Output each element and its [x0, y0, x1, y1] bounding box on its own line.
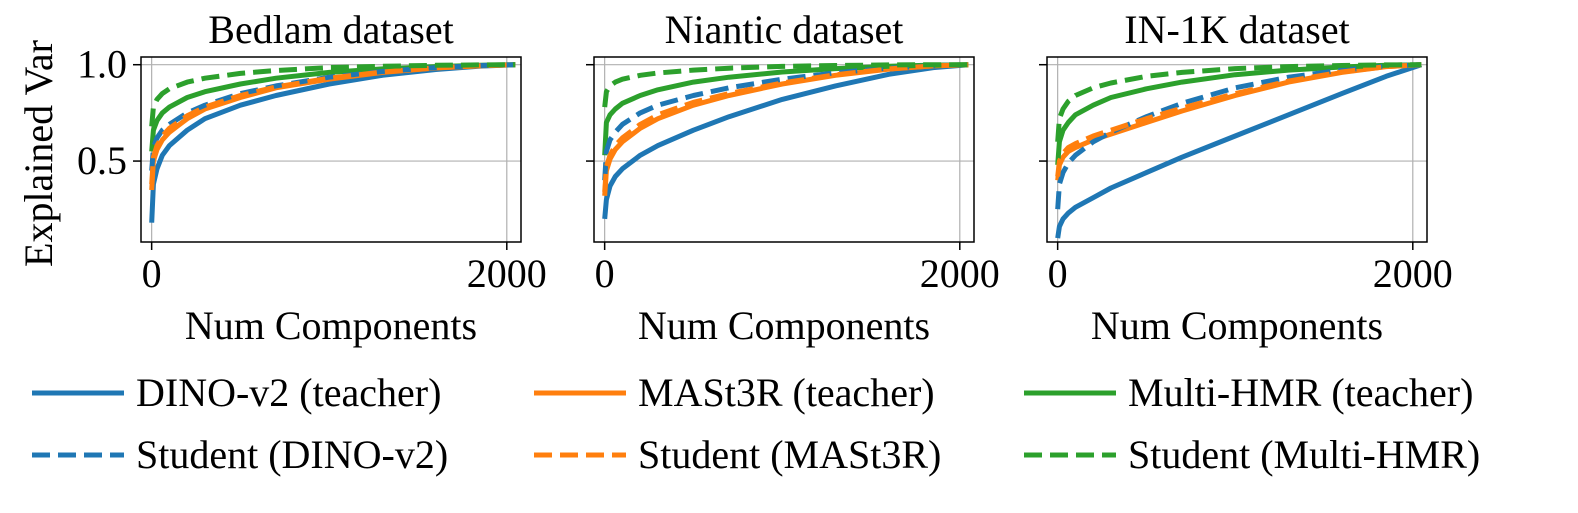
panel-niantic-dataset: 0 2000 Niantic dataset Num Components [586, 7, 1000, 348]
axes-frame [593, 56, 975, 243]
legend-entry-dino-v2-teacher: DINO-v2 (teacher) [32, 370, 441, 415]
x-axis-label: Num Components [185, 303, 477, 348]
subplot-panels: 0 2000 0.5 1.0 Bedlam dataset Num Components E… [16, 7, 1453, 348]
legend-label: Student (DINO-v2) [136, 432, 448, 477]
legend-label: MASt3R (teacher) [638, 370, 935, 415]
legend-entry-mast3r-teacher: MASt3R (teacher) [534, 370, 935, 415]
panel-bedlam-dataset: 0 2000 0.5 1.0 Bedlam dataset Num Components E… [16, 7, 547, 348]
y-tick-label: 1.0 [77, 42, 127, 87]
x-tick-label: 2000 [467, 251, 547, 296]
x-tick-label: 0 [595, 251, 615, 296]
legend-label: Student (Multi-HMR) [1128, 432, 1480, 477]
legend-label: DINO-v2 (teacher) [136, 370, 441, 415]
series-line-dino-v2-teacher [149, 62, 516, 223]
x-tick-label: 2000 [1373, 251, 1453, 296]
x-tick-label: 0 [142, 251, 162, 296]
x-tick-label: 2000 [920, 251, 1000, 296]
series-line-student-mast3r [149, 62, 516, 185]
series-line-dino-v2-teacher [602, 62, 969, 220]
legend-entry-student-multi-hmr: Student (Multi-HMR) [1024, 432, 1480, 477]
series-line-multi-hmr-teacher [602, 62, 969, 156]
series-line-student-multi-hmr [149, 62, 516, 127]
x-tick-label: 0 [1048, 251, 1068, 296]
panel-title: IN-1K dataset [1124, 7, 1349, 52]
series-line-student-dino-v2 [1055, 62, 1422, 210]
series-line-student-multi-hmr [602, 62, 969, 108]
series-line-multi-hmr-teacher [1055, 62, 1422, 166]
x-axis-label: Num Components [638, 303, 930, 348]
panel-title: Niantic dataset [665, 7, 904, 52]
y-axis-label: Explained Var [16, 40, 61, 267]
series-line-mast3r-teacher [1055, 62, 1422, 181]
axes-frame [1046, 56, 1428, 243]
legend-label: Student (MASt3R) [638, 432, 941, 477]
series-line-mast3r-teacher [602, 62, 969, 196]
panel-in-1k-dataset: 0 2000 IN-1K dataset Num Components [1039, 7, 1453, 348]
legend-label: Multi-HMR (teacher) [1128, 370, 1473, 415]
legend: DINO-v2 (teacher) MASt3R (teacher) Multi-H… [32, 370, 1480, 477]
series-line-student-multi-hmr [1055, 62, 1422, 142]
y-tick-label: 0.5 [77, 138, 127, 183]
legend-entry-multi-hmr-teacher: Multi-HMR (teacher) [1024, 370, 1473, 415]
legend-entry-student-mast3r: Student (MASt3R) [534, 432, 941, 477]
series-line-dino-v2-teacher [1055, 62, 1423, 239]
legend-entry-student-dino-v2: Student (DINO-v2) [32, 432, 448, 477]
x-axis-label: Num Components [1091, 303, 1383, 348]
panel-title: Bedlam dataset [208, 7, 453, 52]
series-line-student-mast3r [602, 62, 969, 193]
axes-frame [140, 56, 522, 243]
